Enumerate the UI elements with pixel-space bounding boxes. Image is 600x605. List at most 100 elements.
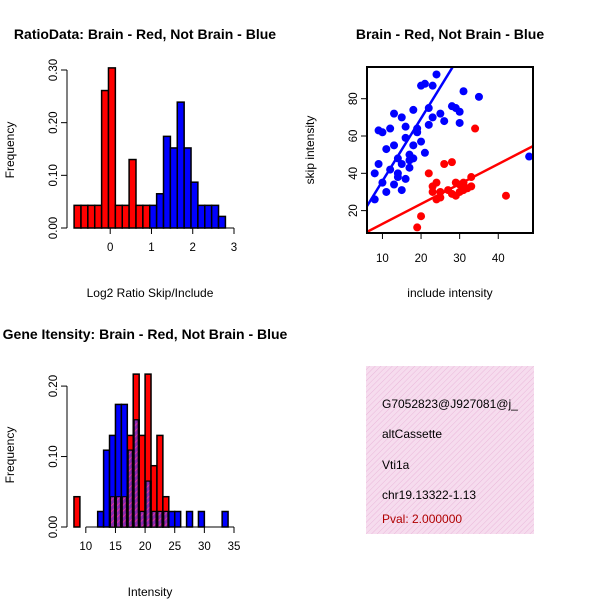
intensity-histogram-bar-overlap <box>139 511 145 528</box>
intensity-histogram-axes: 0.00 0.10 0.20 10 15 20 25 30 35 <box>48 375 240 553</box>
scatter-point-not-brain <box>393 154 402 163</box>
intensity-histogram-bar-overlap <box>163 511 169 528</box>
intensity-histogram-bar-overlap <box>157 511 163 528</box>
intensity-histogram-bar-overlap <box>127 449 133 528</box>
info-line-pval: Pval: 2.000000 <box>382 512 462 526</box>
scatter-point-brain <box>417 212 426 221</box>
intensity-histogram-xlabel: Intensity <box>128 585 173 599</box>
scatter-point-brain <box>467 173 476 182</box>
ratio-histogram-bar-not-brain <box>217 215 227 229</box>
ratio-histogram-bar-brain <box>135 204 144 229</box>
scatter-point-brain <box>440 159 449 168</box>
scatter-point-brain <box>432 178 441 187</box>
scatter-point-not-brain <box>440 117 449 126</box>
intensity-histogram-bar-overlap <box>121 496 127 528</box>
ratio-histogram-bar-brain <box>114 204 124 229</box>
scatter-y-tick-label: 60 <box>348 130 360 143</box>
ratio-histogram-bar-brain <box>100 89 110 229</box>
scatter-point-not-brain <box>378 128 387 137</box>
intensity-histogram-bar-not-brain <box>96 510 105 528</box>
ratio-histogram-x-tick-label: 1 <box>148 242 154 254</box>
info-panel-background <box>366 366 534 534</box>
scatter-plot-area <box>367 67 533 233</box>
scatter-point-brain <box>455 187 464 196</box>
scatter-y-tick-label: 40 <box>348 167 360 180</box>
intensity-histogram-x-tick-label: 35 <box>228 541 241 553</box>
scatter-x-tick-label: 10 <box>376 253 389 265</box>
intensity-histogram-bar-not-brain <box>185 510 194 528</box>
info-line-location: chr19.13322-1.13 <box>382 488 476 502</box>
info-panel: G7052823@J927081@j_ altCassette Vti1a ch… <box>366 366 534 534</box>
scatter-point-brain <box>451 178 460 187</box>
ratio-histogram-y-tick-label: 0.20 <box>48 111 60 133</box>
ratio-histogram-bar-brain <box>107 67 117 229</box>
scatter-ylabel: skip intensity <box>303 116 317 185</box>
intensity-histogram-bar-not-brain <box>197 510 206 528</box>
scatter-point-not-brain <box>397 159 406 168</box>
intensity-histogram-bar-overlap <box>145 480 151 528</box>
intensity-histogram-bar-overlap <box>115 496 121 528</box>
ratio-histogram-bar-not-brain <box>176 101 185 229</box>
info-line-gene: Vti1a <box>382 458 410 472</box>
ratio-histogram-axes: 0.00 0.10 0.20 0.30 0 1 2 3 <box>48 59 237 254</box>
ratio-histogram-ylabel: Frequency <box>3 122 17 179</box>
scatter-point-not-brain <box>378 178 387 187</box>
intensity-histogram-bar-overlap <box>133 419 139 528</box>
scatter-point-brain <box>459 178 468 187</box>
scatter-point-not-brain <box>455 118 464 127</box>
scatter-point-not-brain <box>386 165 395 174</box>
ratio-histogram-bar-not-brain <box>183 147 192 229</box>
scatter-point-not-brain <box>436 109 445 118</box>
scatter-point-brain <box>447 189 456 198</box>
scatter-point-not-brain <box>401 122 410 131</box>
intensity-histogram-y-tick-label: 0.00 <box>48 516 60 538</box>
scatter-y-tick-label: 20 <box>348 204 360 217</box>
intensity-histogram-bar-overlap <box>110 496 115 528</box>
intensity-histogram-bar-brain <box>73 495 81 528</box>
intensity-histogram-bars <box>73 373 229 528</box>
scatter-point-not-brain <box>370 195 379 204</box>
ratio-histogram-bar-brain <box>93 204 103 229</box>
scatter-point-not-brain <box>390 180 399 189</box>
scatter-point-brain <box>428 187 437 196</box>
scatter-point-not-brain <box>417 137 426 146</box>
ratio-histogram-bar-brain <box>73 204 82 229</box>
ratio-histogram-x-tick-label: 2 <box>190 242 196 254</box>
ratio-histogram-bar-not-brain <box>162 135 172 229</box>
scatter-point-not-brain <box>382 145 391 154</box>
intensity-histogram-bar-not-brain <box>168 510 176 528</box>
scatter-point-not-brain <box>428 81 437 90</box>
ratio-histogram-y-tick-label: 0.10 <box>48 164 60 186</box>
scatter-point-not-brain <box>397 186 406 195</box>
scatter-point-not-brain <box>424 104 433 113</box>
intensity-histogram-y-tick-label: 0.20 <box>48 375 60 397</box>
scatter-x-tick-label: 30 <box>453 253 466 265</box>
scatter-point-not-brain <box>459 87 468 96</box>
scatter-point-not-brain <box>390 109 399 118</box>
scatter-plot-frame <box>366 66 534 234</box>
ratio-histogram-panel: RatioData: Brain - Red, Not Brain - Blue… <box>3 26 276 300</box>
ratio-histogram-bars <box>73 67 227 229</box>
info-line-event-type: altCassette <box>382 427 442 441</box>
scatter-x-tick-label: 20 <box>415 253 428 265</box>
scatter-point-brain <box>424 169 433 178</box>
scatter-point-not-brain <box>420 79 429 88</box>
intensity-histogram-x-tick-label: 25 <box>168 541 181 553</box>
intensity-histogram-bar-not-brain <box>102 449 111 528</box>
scatter-axes: 20 40 60 80 10 20 30 40 <box>348 66 534 265</box>
scatter-point-not-brain <box>474 92 483 101</box>
scatter-point-not-brain <box>397 113 406 122</box>
scatter-point-not-brain <box>428 113 437 122</box>
intensity-histogram-title: Gene Itensity: Brain - Red, Not Brain - … <box>3 326 288 342</box>
intensity-histogram-x-tick-label: 15 <box>109 541 122 553</box>
scatter-point-brain <box>471 124 480 133</box>
scatter-point-brain <box>467 182 476 191</box>
scatter-point-brain <box>436 187 445 196</box>
ratio-histogram-bar-not-brain <box>169 147 179 229</box>
intensity-histogram-x-tick-label: 20 <box>139 541 152 553</box>
scatter-point-not-brain <box>525 152 533 161</box>
ratio-histogram-x-tick-label: 3 <box>231 242 237 254</box>
ratio-histogram-bar-not-brain <box>204 204 213 229</box>
info-line-event-id: G7052823@J927081@j_ <box>382 397 518 411</box>
